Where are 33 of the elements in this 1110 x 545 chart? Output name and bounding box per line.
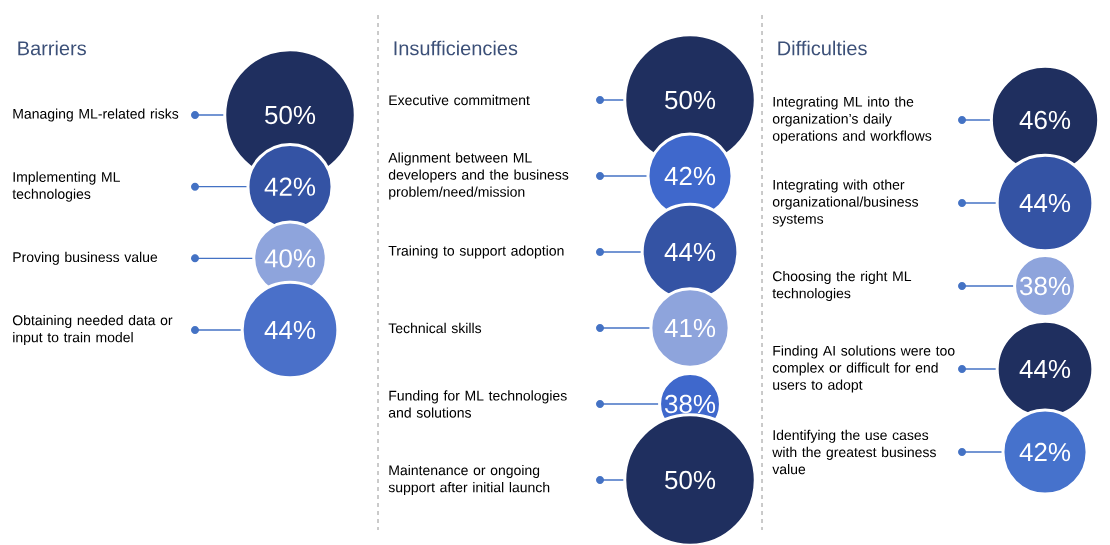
data-label: 42% (664, 166, 716, 186)
data-label: 41% (664, 318, 716, 337)
data-label: 38% (1019, 276, 1071, 296)
category-label: Identifying the use cases with the greatest business value (772, 429, 936, 475)
category-label: Executive commitment (389, 94, 530, 106)
data-label: 40% (264, 249, 316, 268)
data-label: 38% (664, 394, 716, 414)
data-label: 50% (265, 105, 316, 125)
text: Difficulties (778, 40, 867, 56)
data-label: 46% (1019, 110, 1071, 130)
category-label: Alignment between ML developers and the business problem/need/mission (388, 152, 569, 200)
category-label: Obtaining needed data or input to train model (12, 314, 173, 345)
category-label: Implementing ML technologies (12, 171, 120, 202)
category-label: Managing ML-related risks (13, 108, 179, 122)
data-label: 50% (665, 90, 716, 110)
text: Insufficiencies (394, 40, 518, 56)
category-label: Integrating with other organizational/business systems (772, 179, 919, 227)
data-label: 42% (264, 177, 316, 196)
category-label: Finding AI solutions were too complex or difficult for end users to adopt (772, 345, 955, 393)
category-label: Integrating ML into the organization’s daily operations and workflows (772, 96, 932, 144)
category-label: Maintenance or ongoing support after initial launch (388, 464, 550, 495)
category-label: Funding for ML technologies and solutions (388, 390, 567, 418)
category-label: Training to support adoption (388, 245, 564, 259)
data-label: 42% (1019, 442, 1071, 462)
data-label: 44% (1019, 193, 1071, 212)
data-label: 44% (664, 242, 716, 261)
category-label: Choosing the right ML technologies (772, 270, 912, 301)
category-label: Technical skills (388, 322, 482, 334)
data-label: 44% (264, 320, 316, 339)
category-label: Proving business value (13, 251, 158, 265)
data-label: 44% (1019, 359, 1071, 378)
data-label: 50% (665, 470, 716, 490)
text: Barriers (18, 40, 86, 56)
